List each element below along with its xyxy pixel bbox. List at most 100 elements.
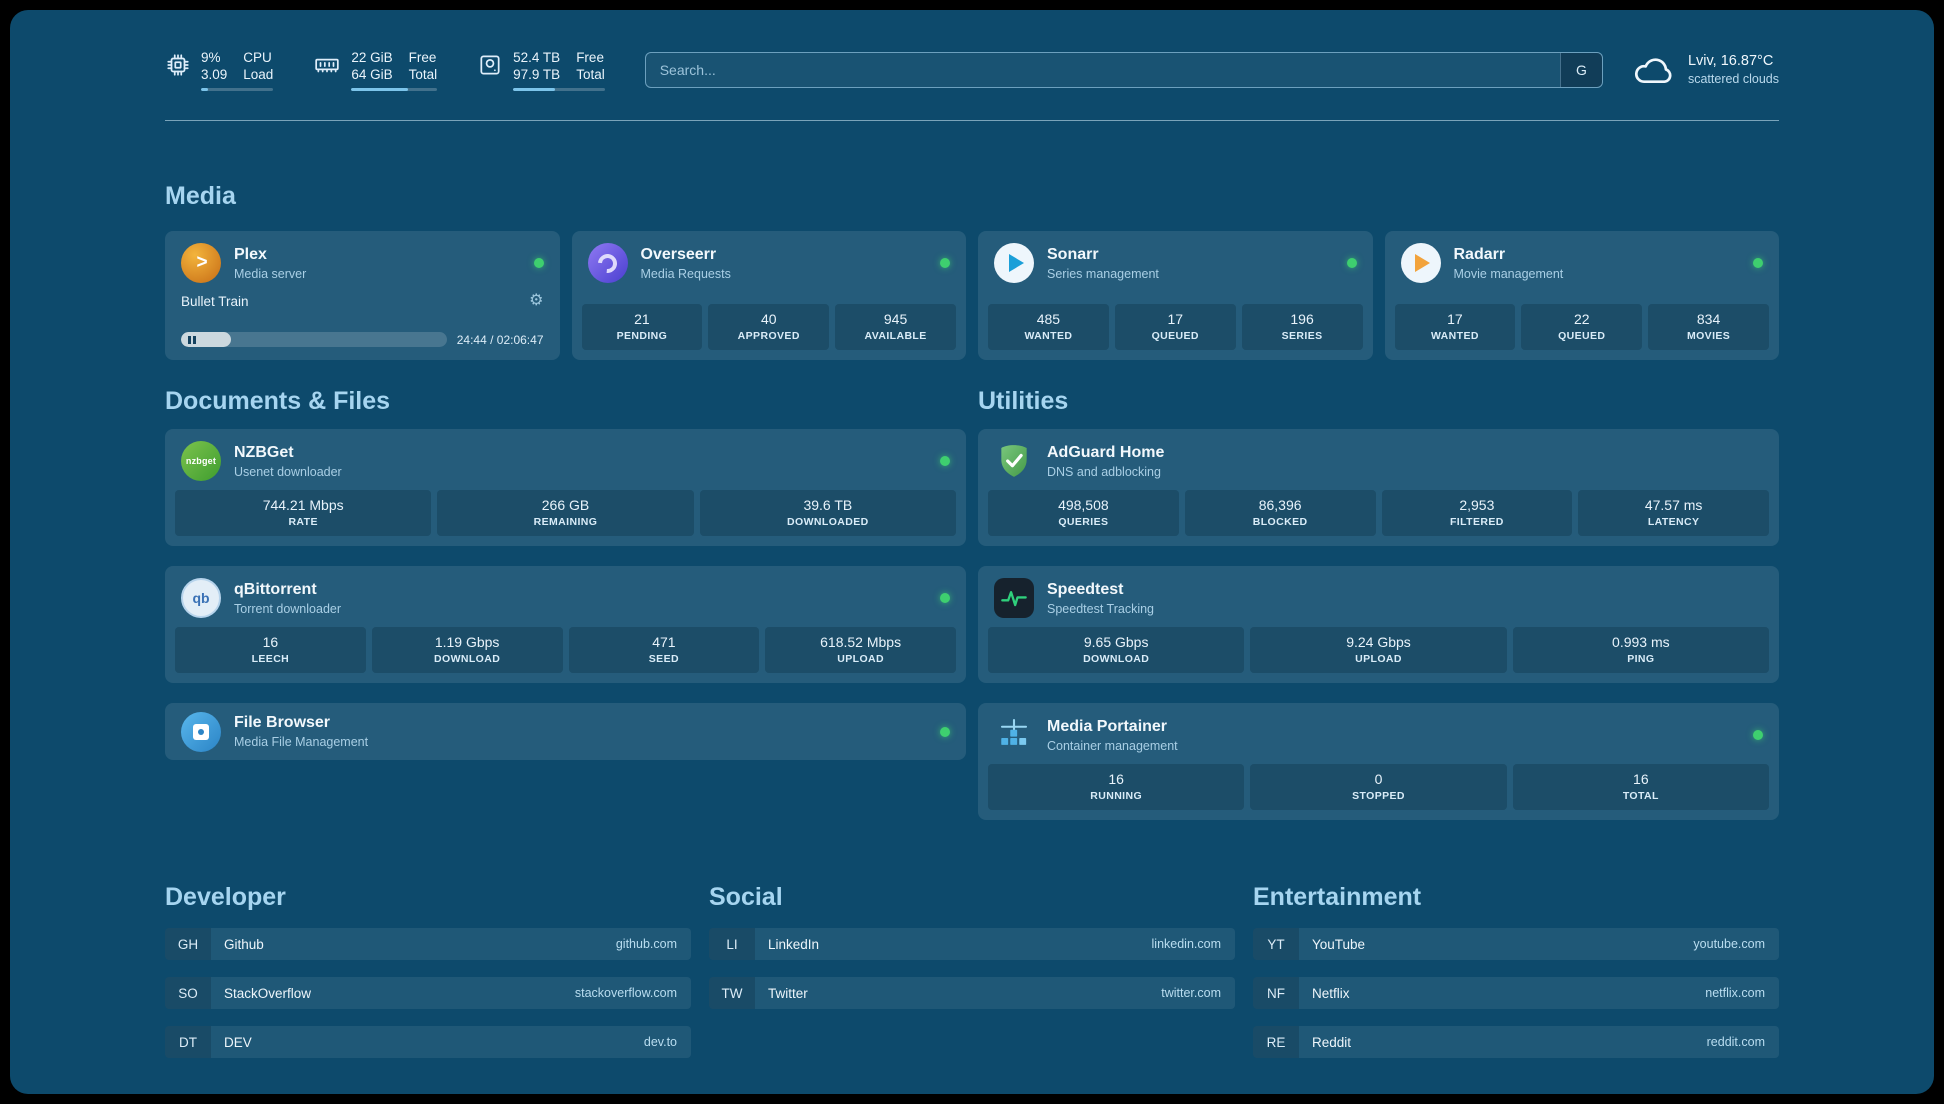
status-dot bbox=[1753, 730, 1763, 740]
service-desc: Series management bbox=[1047, 266, 1159, 281]
stat-movies: 834 MOVIES bbox=[1648, 304, 1769, 350]
bookmark-youtube[interactable]: YT YouTube youtube.com bbox=[1253, 928, 1779, 960]
stat-wanted: 17 WANTED bbox=[1394, 304, 1516, 350]
disk-widget: 52.4 TB 97.9 TB Free Total bbox=[477, 49, 605, 91]
stat-download: 9.65 Gbps DOWNLOAD bbox=[988, 627, 1245, 673]
radarr-icon bbox=[1400, 243, 1441, 283]
stat-seed: 471 SEED bbox=[568, 627, 760, 673]
adguard-icon bbox=[994, 441, 1034, 481]
bookmark-netflix[interactable]: NF Netflix netflix.com bbox=[1253, 977, 1779, 1009]
section-entertainment: Entertainment YT YouTube youtube.com NF … bbox=[1253, 882, 1779, 1075]
sonarr-card[interactable]: Sonarr Series management 485 WANTED 17 QUE… bbox=[978, 231, 1373, 360]
filebrowser-icon bbox=[181, 711, 221, 752]
entertainment-heading: Entertainment bbox=[1253, 883, 1422, 911]
media-heading: Media bbox=[165, 182, 236, 210]
service-desc: DNS and adblocking bbox=[1047, 464, 1161, 479]
service-desc: Media File Management bbox=[234, 735, 369, 749]
service-name: File Browser bbox=[234, 714, 331, 731]
disk-label: Free bbox=[576, 50, 604, 65]
plex-card[interactable]: > Plex Media server Bullet Train ⚙ bbox=[165, 231, 560, 360]
section-documents: Documents & Files nzbget NZBGet Usenet d… bbox=[165, 386, 966, 760]
developer-heading: Developer bbox=[165, 883, 286, 911]
cpu-widget: 9% 3.09 CPU Load bbox=[165, 49, 274, 91]
stat-queued: 17 QUEUED bbox=[1114, 304, 1236, 350]
stat-queued: 22 QUEUED bbox=[1521, 304, 1643, 350]
stat-ping: 0.993 ms PING bbox=[1512, 627, 1769, 673]
stat-upload: 618.52 Mbps UPLOAD bbox=[765, 627, 956, 673]
overseerr-icon bbox=[587, 243, 628, 283]
ram-icon bbox=[315, 58, 340, 73]
disk-free: 52.4 TB bbox=[513, 50, 561, 65]
section-media: Media > Plex Media server Bullet Train bbox=[165, 181, 1779, 360]
section-utilities: Utilities bbox=[978, 386, 1779, 820]
weather-condition: scattered clouds bbox=[1687, 72, 1779, 86]
service-desc: Speedtest Tracking bbox=[1047, 601, 1155, 616]
cpu-label: CPU bbox=[243, 50, 272, 65]
bookmark-stackoverflow[interactable]: SO StackOverflow stackoverflow.com bbox=[165, 977, 691, 1009]
cpu-progress-bar bbox=[201, 88, 274, 91]
documents-heading: Documents & Files bbox=[165, 387, 391, 415]
ram-progress-bar bbox=[351, 88, 438, 91]
utilities-heading: Utilities bbox=[978, 387, 1069, 415]
stat-pending: 21 PENDING bbox=[581, 304, 703, 350]
playback-progress-bar[interactable] bbox=[181, 332, 447, 347]
stat-leech: 16 LEECH bbox=[175, 627, 366, 673]
stat-blocked: 86,396 BLOCKED bbox=[1184, 490, 1376, 536]
filebrowser-card[interactable]: File Browser Media File Management bbox=[165, 703, 966, 760]
status-dot bbox=[940, 456, 950, 466]
speedtest-card[interactable]: Speedtest Speedtest Tracking 9.65 Gbps DO… bbox=[978, 566, 1779, 683]
ram-label: Free bbox=[408, 50, 437, 65]
now-playing-title: Bullet Train bbox=[181, 293, 249, 309]
stat-rate: 744.21 Mbps RATE bbox=[175, 490, 432, 536]
bookmark-dev[interactable]: DT DEV dev.to bbox=[165, 1026, 691, 1058]
bookmark-reddit[interactable]: RE Reddit reddit.com bbox=[1253, 1026, 1779, 1058]
service-name: qBittorrent bbox=[234, 580, 317, 598]
speedtest-icon bbox=[994, 578, 1034, 618]
search-input[interactable] bbox=[645, 53, 1560, 87]
disk-total: 97.9 TB bbox=[513, 67, 561, 82]
qbittorrent-card[interactable]: qb qBittorrent Torrent downloader 16 LEEC… bbox=[165, 566, 966, 683]
nzbget-card[interactable]: nzbget NZBGet Usenet downloader 744.21 M… bbox=[165, 429, 966, 546]
gear-icon[interactable]: ⚙ bbox=[529, 292, 544, 309]
pause-icon[interactable] bbox=[188, 335, 196, 344]
portainer-card[interactable]: Media Portainer Container management 16 R… bbox=[978, 703, 1779, 820]
adguard-card[interactable]: AdGuard Home DNS and adblocking 498,508 Q… bbox=[978, 429, 1779, 546]
stat-stopped: 0 STOPPED bbox=[1250, 764, 1507, 810]
search-bar: G bbox=[644, 52, 1603, 88]
disk-icon bbox=[480, 55, 500, 75]
status-dot bbox=[533, 258, 544, 268]
nzbget-icon: nzbget bbox=[181, 441, 221, 481]
cpu-load-value: 3.09 bbox=[201, 67, 228, 82]
stat-queries: 498,508 QUERIES bbox=[988, 490, 1179, 536]
cpu-icon bbox=[167, 54, 189, 76]
bookmark-linkedin[interactable]: LI LinkedIn linkedin.com bbox=[709, 928, 1235, 960]
status-dot bbox=[940, 258, 950, 268]
status-dot bbox=[940, 726, 950, 737]
search-engine-button[interactable]: G bbox=[1559, 53, 1602, 87]
service-desc: Container management bbox=[1047, 738, 1178, 753]
stat-total: 16 TOTAL bbox=[1512, 764, 1769, 810]
service-desc: Media Requests bbox=[640, 266, 731, 281]
stat-downloaded: 39.6 TB DOWNLOADED bbox=[699, 490, 956, 536]
status-dot bbox=[940, 593, 950, 603]
disk-progress-bar bbox=[513, 88, 605, 91]
cpu-sublabel: Load bbox=[243, 67, 274, 82]
stat-filtered: 2,953 FILTERED bbox=[1381, 490, 1573, 536]
sonarr-icon bbox=[994, 243, 1034, 283]
bookmark-twitter[interactable]: TW Twitter twitter.com bbox=[709, 977, 1235, 1009]
stat-upload: 9.24 Gbps UPLOAD bbox=[1250, 627, 1507, 673]
stat-remaining: 266 GB REMAINING bbox=[437, 490, 694, 536]
social-heading: Social bbox=[709, 883, 783, 911]
bookmark-github[interactable]: GH Github github.com bbox=[165, 928, 691, 960]
ram-widget: 22 GiB 64 GiB Free Total bbox=[313, 49, 438, 91]
service-desc: Torrent downloader bbox=[234, 601, 342, 616]
radarr-card[interactable]: Radarr Movie management 17 WANTED 22 QUEUE… bbox=[1384, 231, 1779, 360]
service-name: Media Portainer bbox=[1047, 717, 1168, 735]
stat-download: 1.19 Gbps DOWNLOAD bbox=[371, 627, 563, 673]
stat-available: 945 AVAILABLE bbox=[835, 304, 956, 350]
service-name: Plex bbox=[234, 245, 267, 263]
overseerr-card[interactable]: Overseerr Media Requests 21 PENDING 40 APP… bbox=[571, 231, 966, 360]
service-name: Sonarr bbox=[1047, 245, 1099, 263]
status-dot bbox=[1753, 258, 1763, 268]
service-desc: Movie management bbox=[1453, 266, 1564, 281]
